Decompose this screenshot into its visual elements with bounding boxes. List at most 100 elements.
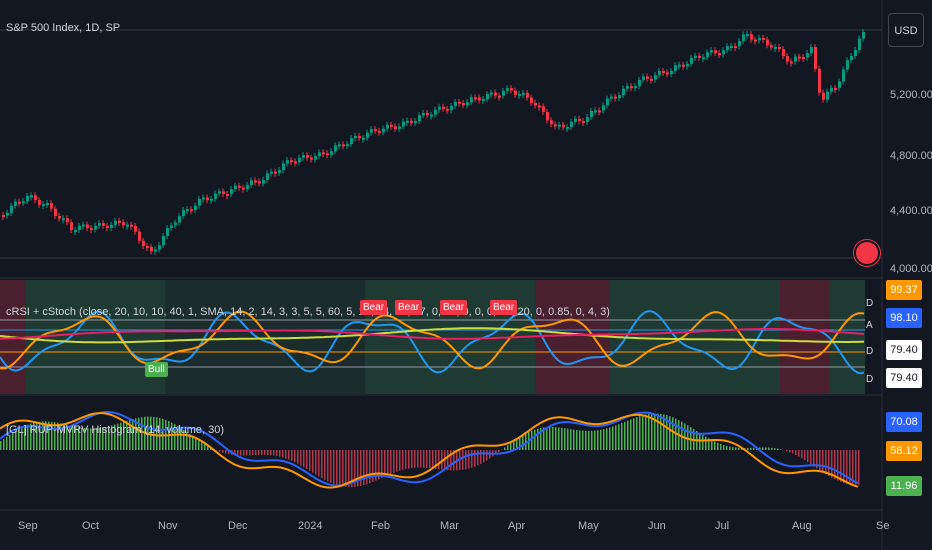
candle [102,223,105,226]
histogram-bar [462,450,464,470]
histogram-bar [327,450,329,482]
candle [550,120,553,125]
candle [630,86,633,89]
y-tick: 4,400.00 [890,205,932,217]
candle [158,245,161,250]
histogram-bar [201,442,203,450]
histogram-bar [840,450,842,482]
candle [766,39,769,46]
x-tick: 2024 [298,520,323,532]
histogram-bar [159,417,161,450]
candle [718,53,721,56]
candle [146,246,149,249]
candle [574,118,577,122]
x-tick: Dec [228,520,248,532]
histogram-bar [822,450,824,473]
candle [90,228,93,231]
side-letter: D [866,298,874,309]
histogram-indicator-title[interactable]: [GL] RUP-MVRV Histogram (14, volume, 30) [6,424,225,436]
histogram-bar [495,450,497,455]
histogram-bar [135,418,137,450]
x-tick: Jul [715,520,730,532]
histogram-bar [51,421,53,450]
histogram-bar [183,429,185,450]
histogram-bar [186,431,188,450]
candle [582,121,585,124]
events-flag-icon[interactable] [856,242,878,264]
histogram-bar [534,429,536,450]
histogram-bar [657,413,659,450]
candle [466,102,469,106]
candle [722,50,725,55]
histogram-bar [171,422,173,450]
histogram-bar [426,450,428,468]
candle [778,46,781,50]
histogram-bar [273,450,275,456]
candle [370,129,373,133]
candle [566,126,569,129]
candle [634,86,637,89]
histogram-bar [447,450,449,471]
histogram-bar [321,450,323,479]
candle [578,118,581,122]
histogram-bar [801,450,803,459]
histogram-bar [711,439,713,450]
histogram-bar [483,450,485,463]
histogram-bar [81,427,83,450]
candle [666,72,669,75]
currency-button[interactable]: USD [888,13,924,47]
candle [358,135,361,139]
candle [754,39,757,42]
candle [562,124,565,128]
histogram-bar [366,450,368,485]
candle [450,106,453,111]
candle [314,156,317,160]
histogram-bar [78,427,80,450]
histogram-bar [648,414,650,450]
histogram-bar [162,418,164,450]
histogram-bar [732,447,734,450]
histogram-bar [654,413,656,450]
candle [658,71,661,76]
histogram-bar [351,450,353,488]
histogram-bar [219,450,221,452]
histogram-bar [258,450,260,455]
histogram-bar [669,416,671,450]
histogram-bar [120,422,122,450]
histogram-bar [843,450,845,483]
histogram-bar [126,420,128,450]
candle [698,55,701,58]
x-tick: Jun [648,520,666,532]
candle [794,56,797,62]
x-tick: Aug [792,520,812,532]
histogram-bar [330,450,332,483]
histogram-bar [624,421,626,450]
candle [522,93,525,96]
histogram-bar [285,450,287,459]
candle [178,216,181,223]
histogram-bar [117,423,119,450]
histogram-bar [402,450,404,470]
histogram-bar [666,415,668,450]
histogram-bar [432,450,434,469]
candle [410,120,413,124]
histogram-bar [525,433,527,450]
histogram-bar [831,450,833,478]
candle [758,37,761,41]
candle [230,189,233,195]
candle [490,92,493,95]
histogram-bar [507,445,509,450]
histogram-bar [45,421,47,450]
histogram-bar [555,427,557,450]
rsi-indicator-title[interactable]: cRSI + cStoch (close, 20, 10, 10, 40, 1,… [6,306,610,318]
candle [390,124,393,127]
histogram-bar [291,450,293,461]
histogram-bar [630,419,632,450]
candle [554,124,557,127]
candle [498,95,501,98]
candle [734,46,737,49]
histogram-bar [42,421,44,450]
candle [274,171,277,174]
candle [62,218,65,221]
